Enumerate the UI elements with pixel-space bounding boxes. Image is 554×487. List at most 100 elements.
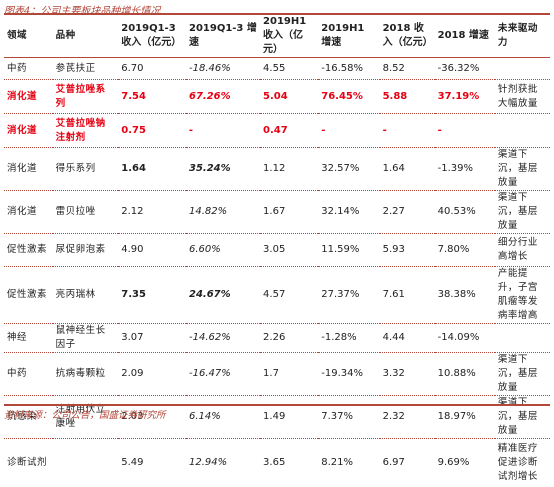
cell-future-driver: 渠道下沉，基层放量 (494, 190, 550, 234)
cell-2019q1-3-growth: -16.47% (185, 352, 261, 396)
table-row: 促性激素 亮丙瑞林 7.35 24.67% 4.57 27.37% 7.61 38.38% 产能… (4, 266, 550, 324)
cell-2018-revenue: 2.27 (379, 190, 435, 234)
cell-2019q1-3-growth: -14.62% (185, 323, 261, 353)
cell-2019q1-3-revenue: 0.75 (118, 113, 186, 148)
cell-product: 艾普拉唑系列 (52, 79, 119, 114)
cell-2018-growth: 40.53% (434, 190, 495, 234)
header-product: 品种 (52, 15, 119, 58)
cell-2019h1-revenue: 3.05 (260, 233, 319, 267)
cell-domain: 消化道 (4, 113, 53, 148)
cell-2018-growth: - (434, 113, 495, 148)
cell-2019h1-growth: 32.57% (318, 147, 380, 191)
cell-2018-growth: -1.39% (434, 147, 495, 191)
cell-domain: 消化道 (4, 79, 53, 114)
cell-2018-growth: 37.19% (434, 79, 495, 114)
cell-2018-growth: 38.38% (434, 266, 495, 324)
cell-future-driver: 渠道下沉，基层放量 (494, 395, 550, 439)
cell-2019q1-3-growth: 12.94% (188, 456, 228, 468)
cell-2019h1-revenue: 3.65 (263, 456, 286, 468)
cell-2019q1-3-growth: 6.14% (185, 395, 261, 439)
header-2019q1-3-growth: 2019Q1-3 增速 (185, 15, 261, 58)
cell-2019h1-growth: 32.14% (318, 190, 380, 234)
cell-2018-growth: 18.97% (434, 395, 495, 439)
cell-product (53, 439, 119, 487)
cell-2019q1-3-revenue: 2.09 (118, 352, 186, 396)
header-future-driver: 未来驱动力 (494, 15, 550, 58)
table-row: 消化道 艾普拉唑钠注射剂 0.75-0.47- - - (4, 113, 550, 148)
cell-2018-growth: 10.88% (434, 352, 495, 396)
cell-2018-growth: 9.69% (437, 456, 470, 468)
cell-2018-revenue: 5.93 (379, 233, 435, 267)
cell-2019q1-3-revenue: 3.07 (118, 323, 186, 353)
cell-future-driver: 精准医疗促进诊断试剂增长 (497, 442, 538, 482)
cell-2019h1-growth: -1.28% (318, 323, 380, 353)
cell-2019h1-growth: 76.45% (318, 79, 380, 114)
cell-2019q1-3-growth: 24.67% (185, 266, 261, 324)
cell-2019q1-3-growth: 6.60% (185, 233, 261, 267)
cell-2019q1-3-revenue: 2.12 (118, 190, 186, 234)
cell-domain: 神经 (4, 323, 53, 353)
header-2018-growth: 2018 增速 (434, 15, 495, 58)
top-rule (4, 13, 550, 15)
cell-2019h1-revenue: 1.67 (260, 190, 319, 234)
cell-product: 尿促卵泡素 (52, 233, 119, 267)
cell-2019q1-3-revenue: 4.90 (118, 233, 186, 267)
table-row: 促性激素 尿促卵泡素 4.90 6.60% 3.05 11.59% 5.93 7.80% 细分行… (4, 233, 550, 267)
cell-2018-revenue: 2.32 (379, 395, 435, 439)
cell-2019h1-revenue: 1.12 (260, 147, 319, 191)
product-growth-table: 领域 品种 2019Q1-3 收入（亿元） 2019Q1-3 增速 2019H1… (4, 15, 550, 487)
cell-future-driver: 细分行业高增长 (494, 233, 550, 267)
cell-2019q1-3-revenue: 5.49 (121, 456, 144, 468)
cell-2019h1-revenue: 1.7 (260, 352, 319, 396)
cell-domain: 消化道 (4, 190, 53, 234)
table-figure: 图表4：公司主要板块品种增长情况 领域 品种 2019Q1-3 收入（亿元） 2… (4, 6, 550, 482)
cell-2019h1-growth: -16.58% (318, 57, 380, 80)
header-2019h1-growth: 2019H1 增速 (318, 15, 380, 58)
cell-product: 鼠神经生长因子 (52, 323, 119, 353)
table-row: 中药 参芪扶正 6.70 -18.46% 4.55 -16.58% 8.52 -36.32% (4, 57, 550, 80)
cell-2018-revenue: 7.61 (379, 266, 435, 324)
cell-domain: 中药 (4, 57, 53, 80)
cell-domain: 消化道 (4, 147, 53, 191)
cell-2019q1-3-growth: 35.24% (185, 147, 261, 191)
cell-2019q1-3-growth: 67.26% (185, 79, 261, 114)
cell-domain: 促性激素 (4, 233, 53, 267)
cell-2019h1-revenue: 2.26 (260, 323, 319, 353)
cell-2018-revenue: 3.32 (379, 352, 435, 396)
table-row: 神经 鼠神经生长因子 3.07 -14.62% 2.26 -1.28% 4.44 -14.09… (4, 323, 550, 353)
cell-2019h1-revenue: 0.47 (260, 113, 319, 148)
cell-domain: 促性激素 (4, 266, 53, 324)
figure-caption: 图表4：公司主要板块品种增长情况 (4, 6, 161, 17)
cell-2018-revenue: 8.52 (379, 57, 435, 80)
cell-future-driver: 渠道下沉，基层放量 (494, 352, 550, 396)
header-2019h1-revenue: 2019H1 收入（亿元） (260, 15, 319, 58)
cell-2018-revenue: 4.44 (379, 323, 435, 353)
cell-2019h1-growth: 8.21% (321, 456, 354, 468)
table-row: 诊断试剂 5.49 12.94% 3.65 8.21% 6.97 9.69% 精准医疗促进诊断… (4, 439, 550, 487)
cell-future-driver: 针剂获批大幅放量 (494, 79, 550, 114)
cell-2019h1-growth: 27.37% (318, 266, 380, 324)
cell-2018-growth: 7.80% (434, 233, 495, 267)
cell-product: 艾普拉唑钠注射剂 (52, 113, 119, 148)
header-2019q1-3-revenue: 2019Q1-3 收入（亿元） (118, 15, 186, 58)
cell-2019q1-3-revenue: 7.54 (118, 79, 186, 114)
cell-2018-growth: -36.32% (434, 57, 495, 80)
cell-2019h1-revenue: 4.57 (260, 266, 319, 324)
cell-2019q1-3-revenue: 1.64 (118, 147, 186, 191)
cell-product: 抗病毒颗粒 (52, 352, 119, 396)
header-2018-revenue: 2018 收入（亿元） (379, 15, 435, 58)
cell-2019h1-growth: -19.34% (318, 352, 380, 396)
source-note: 资料来源：公司公告，国盛证券研究所 (4, 410, 166, 421)
table-row: 消化道 得乐系列 1.64 35.24% 1.12 32.57% 1.64 -1.39% 渠道下… (4, 147, 550, 191)
cell-product: 亮丙瑞林 (52, 266, 119, 324)
cell-2019h1-revenue: 1.49 (260, 395, 319, 439)
bottom-rule (4, 404, 550, 406)
cell-2019h1-revenue: 4.55 (260, 57, 319, 80)
cell-product: 得乐系列 (52, 147, 119, 191)
cell-2019q1-3-growth: - (185, 113, 261, 148)
cell-future-driver (494, 323, 550, 353)
cell-product: 参芪扶正 (52, 57, 119, 80)
cell-2019h1-revenue: 5.04 (260, 79, 319, 114)
cell-2018-growth: -14.09% (434, 323, 495, 353)
cell-domain: 诊断试剂 (7, 456, 48, 468)
